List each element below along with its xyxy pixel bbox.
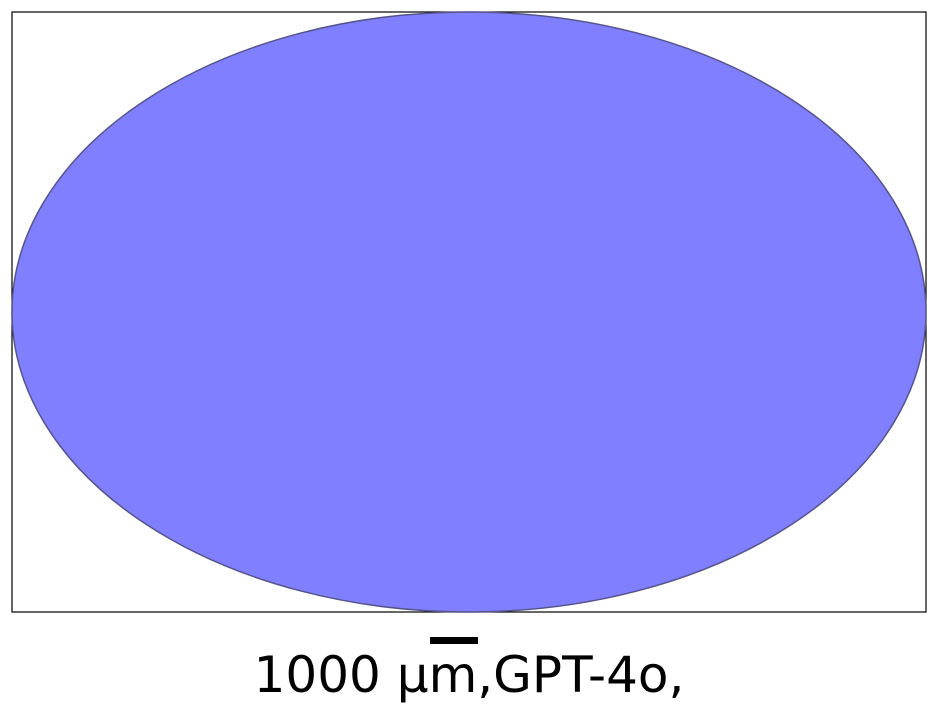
- scale-bar: [430, 637, 478, 644]
- scale-caption: 1000 μm,GPT-4o,: [253, 646, 685, 704]
- ellipse-shape: [11, 11, 927, 613]
